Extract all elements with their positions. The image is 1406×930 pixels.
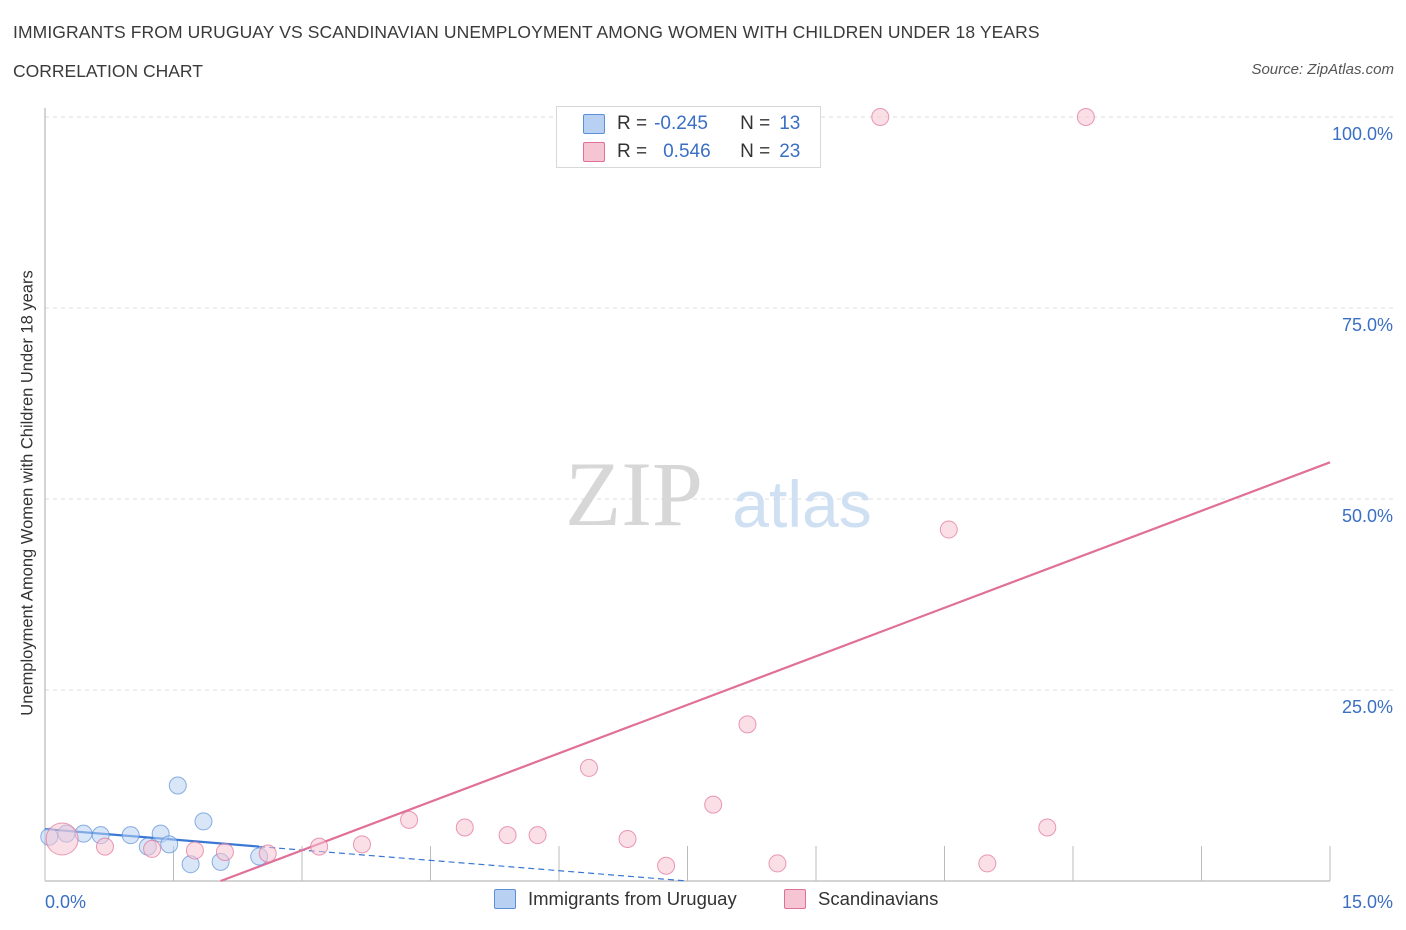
y-tick-label: 50.0% — [1342, 506, 1393, 526]
n-label: N = — [740, 141, 771, 162]
scandinavian-point-21 — [1038, 818, 1057, 837]
uruguay-trend-extension — [259, 846, 688, 882]
stats-row-scandinavians: R = 0.546 N = 23 — [583, 140, 800, 164]
scandinavians-swatch — [583, 142, 605, 162]
scandinavian-point-12 — [579, 758, 598, 777]
scandinavian-point-13 — [618, 829, 637, 848]
scandinavian-point-9 — [455, 818, 474, 837]
legend-item-scandinavians: Scandinavians — [784, 888, 938, 910]
uruguay-point-8 — [168, 776, 187, 795]
chart-title: IMMIGRANTS FROM URUGUAY VS SCANDINAVIAN … — [13, 22, 1040, 42]
scandinavian-point-18 — [871, 108, 890, 126]
scandinavians-legend-swatch — [784, 889, 806, 909]
scandinavian-point-0 — [45, 822, 79, 856]
x-tick-label: 15.0% — [1342, 892, 1393, 912]
scandinavian-point-8 — [400, 810, 419, 829]
scandinavian-point-14 — [657, 856, 676, 875]
legend-item-uruguay: Immigrants from Uruguay — [494, 888, 737, 910]
r-label: R = — [617, 113, 648, 134]
scandinavian-point-4 — [215, 842, 234, 861]
scandinavian-point-5 — [258, 844, 277, 863]
uruguay-point-4 — [121, 826, 140, 845]
scandinavian-point-2 — [143, 839, 162, 858]
scandinavian-point-1 — [95, 837, 114, 856]
x-tick-label: 0.0% — [45, 892, 86, 912]
r-label: R = — [617, 141, 648, 162]
data-points — [40, 108, 1095, 875]
axes — [44, 108, 1331, 882]
uruguay-point-7 — [160, 835, 179, 854]
scandinavian-point-10 — [498, 826, 517, 845]
legend-label-uruguay: Immigrants from Uruguay — [528, 888, 737, 909]
scandinavian-trend-line — [220, 461, 1331, 883]
y-tick-label: 25.0% — [1342, 697, 1393, 717]
watermark-zip: ZIP — [565, 443, 703, 545]
stats-row-uruguay: R = -0.245 N = 13 — [583, 112, 800, 136]
scandinavian-point-16 — [738, 715, 757, 734]
legend-label-scandinavians: Scandinavians — [818, 888, 939, 909]
watermark: ZIP atlas — [565, 443, 872, 545]
n-label: N = — [740, 113, 771, 134]
scandinavian-point-6 — [310, 837, 329, 856]
chart-subtitle: CORRELATION CHART — [13, 61, 203, 81]
scandinavian-point-3 — [185, 841, 204, 860]
r-value: 0.546 — [663, 141, 711, 162]
n-value: 13 — [779, 113, 801, 134]
y-tick-label: 75.0% — [1342, 315, 1393, 335]
scandinavian-point-20 — [978, 854, 997, 873]
watermark-atlas: atlas — [732, 467, 871, 541]
uruguay-swatch — [583, 114, 605, 134]
scandinavian-point-19 — [939, 520, 958, 539]
scandinavian-point-22 — [1076, 108, 1095, 126]
tick-labels: 100.0% 75.0% 50.0% 25.0% 0.0% 15.0% — [45, 124, 1393, 912]
uruguay-legend-swatch — [494, 889, 516, 909]
scandinavian-point-15 — [704, 795, 723, 814]
scandinavian-point-7 — [352, 835, 371, 854]
y-tick-label: 100.0% — [1332, 124, 1393, 144]
stats-legend: R = -0.245 N = 13 R = 0.546 N = 23 — [556, 106, 821, 168]
scandinavian-point-11 — [528, 826, 547, 845]
n-value: 23 — [779, 141, 801, 162]
gridlines — [45, 116, 1395, 691]
scandinavian-point-17 — [768, 854, 787, 873]
source-credit: Source: ZipAtlas.com — [1251, 61, 1394, 78]
r-value: -0.245 — [654, 113, 708, 134]
uruguay-point-10 — [194, 812, 213, 831]
